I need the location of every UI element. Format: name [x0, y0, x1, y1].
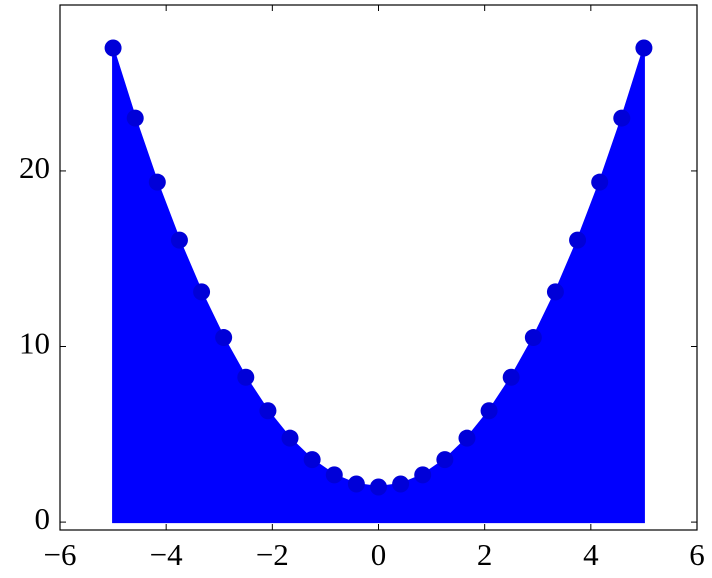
marker [414, 466, 432, 484]
marker [237, 368, 255, 386]
marker [104, 39, 122, 57]
marker [325, 466, 343, 484]
x-tick-label: 6 [689, 537, 705, 572]
x-tick-label: 4 [583, 537, 599, 572]
y-tick-label: 10 [19, 326, 50, 361]
area [112, 47, 645, 524]
marker [392, 475, 410, 493]
marker [370, 478, 387, 496]
marker [170, 231, 188, 249]
marker [215, 329, 233, 347]
marker [635, 39, 653, 57]
marker [546, 283, 564, 301]
marker [436, 451, 454, 469]
marker [569, 231, 587, 249]
marker [281, 429, 299, 447]
y-tick-label: 20 [19, 150, 50, 185]
marker [613, 109, 631, 127]
marker [303, 451, 321, 469]
x-tick-label: −2 [256, 537, 289, 572]
marker [347, 475, 365, 493]
x-tick-label: 2 [477, 537, 493, 572]
x-tick-label: −6 [44, 537, 77, 572]
y-tick-label: 0 [35, 501, 51, 536]
marker [458, 429, 476, 447]
x-tick-label: −4 [150, 537, 183, 572]
marker [591, 173, 609, 191]
x-tick-label: 0 [371, 537, 387, 572]
marker [524, 329, 542, 347]
marker [126, 109, 144, 127]
marker [193, 283, 211, 301]
marker [259, 402, 277, 420]
marker [502, 368, 520, 386]
marker [148, 173, 166, 191]
marker [480, 402, 498, 420]
